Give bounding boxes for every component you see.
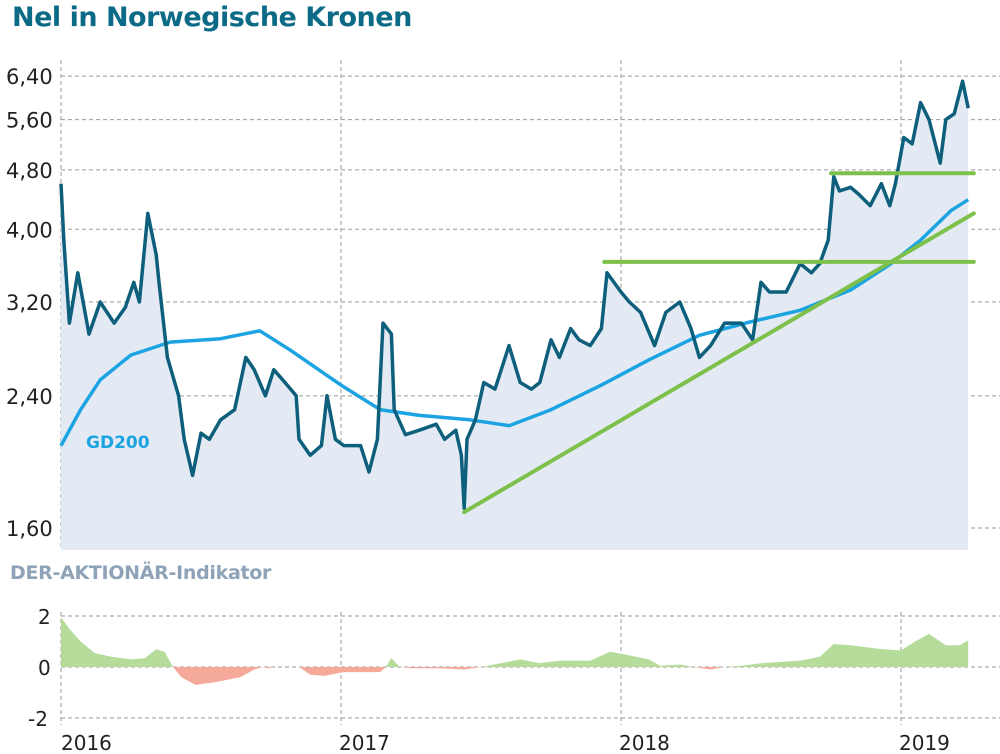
x-tick-label: 2017 — [339, 731, 390, 754]
axis-labels: 1,60 2,40 3,20 4,00 4,80 5,60 6,40 2 0 -2 2016 2017… — [6, 65, 950, 754]
price-tick-label: 6,40 — [6, 65, 53, 89]
gd200-line — [59, 198, 970, 447]
price-tick-label: 5,60 — [6, 109, 53, 133]
price-tick-label: 3,20 — [6, 291, 53, 315]
indicator-positive-area — [61, 617, 969, 667]
price-tick-label: 1,60 — [6, 517, 53, 541]
indicator-negative-area — [61, 667, 969, 685]
price-tick-label: 4,00 — [6, 218, 53, 242]
price-area-fill — [61, 81, 969, 550]
price-tick-label: 2,40 — [6, 385, 53, 409]
price-plot: GD200 — [59, 79, 976, 550]
indicator-tick-label: -2 — [28, 707, 48, 731]
indicator-plot — [61, 617, 969, 685]
x-tick-label: 2018 — [619, 731, 670, 754]
gd200-label: GD200 — [86, 433, 150, 453]
indicator-title: DER-AKTIONÄR-Indikator — [10, 562, 272, 584]
x-tick-label: 2019 — [899, 731, 950, 754]
chart-title: Nel in Norwegische Kronen — [12, 2, 412, 33]
indicator-tick-label: 2 — [38, 605, 51, 629]
price-tick-label: 4,80 — [6, 159, 53, 183]
x-tick-label: 2016 — [61, 731, 112, 754]
indicator-tick-label: 0 — [38, 656, 51, 680]
price-line — [59, 79, 970, 510]
